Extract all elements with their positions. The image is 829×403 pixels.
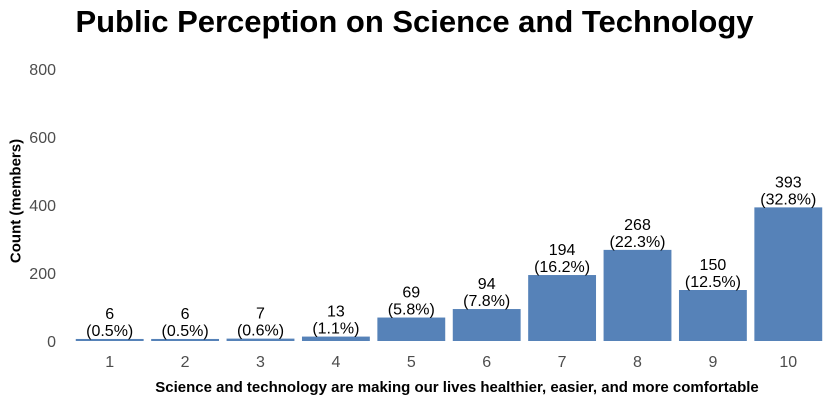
x-tick-label: 4	[331, 354, 340, 371]
x-tick-label: 2	[181, 354, 190, 371]
bar-count-label: 194	[549, 242, 576, 259]
bar-percent-label: (16.2%)	[534, 259, 590, 276]
bar-count-label: 393	[775, 174, 802, 191]
y-axis-ticks: 0 200 400 600 800	[29, 62, 56, 351]
bar	[75, 338, 144, 341]
bar-count-label: 150	[700, 257, 727, 274]
bar-percent-label: (5.8%)	[388, 302, 435, 319]
bar-count-label: 13	[327, 304, 345, 321]
x-tick-label: 9	[708, 354, 717, 371]
bar	[151, 338, 220, 341]
y-tick-label: 400	[29, 198, 56, 215]
bar-percent-label: (0.6%)	[237, 323, 284, 340]
bar	[754, 207, 823, 341]
x-tick-label: 8	[633, 354, 642, 371]
bar	[452, 309, 521, 341]
x-tick-label: 1	[105, 354, 114, 371]
bar-percent-label: (0.5%)	[162, 323, 209, 340]
x-tick-label: 3	[256, 354, 265, 371]
bar	[528, 275, 597, 341]
x-tick-label: 6	[482, 354, 491, 371]
bar-count-label: 94	[478, 276, 496, 293]
bar-percent-label: (32.8%)	[760, 191, 816, 208]
bar	[301, 336, 370, 341]
x-axis-label: Science and technology are making our li…	[155, 379, 759, 396]
bar-percent-label: (22.3%)	[609, 234, 665, 251]
bar-count-label: 6	[181, 306, 190, 323]
bar-count-label: 268	[624, 217, 651, 234]
x-tick-label: 10	[779, 354, 797, 371]
bar-percent-label: (7.8%)	[463, 293, 510, 310]
chart-title: Public Perception on Science and Technol…	[75, 4, 754, 39]
bar	[678, 290, 747, 341]
bar	[377, 317, 446, 341]
bar-percent-label: (12.5%)	[685, 274, 741, 291]
bar-count-label: 6	[105, 306, 114, 323]
y-tick-label: 800	[29, 62, 56, 79]
bars: 6(0.5%)6(0.5%)7(0.6%)13(1.1%)69(5.8%)94(…	[75, 174, 823, 341]
bar	[226, 338, 295, 341]
bar-percent-label: (1.1%)	[312, 321, 359, 338]
y-tick-label: 0	[47, 334, 56, 351]
bar	[603, 249, 672, 341]
x-tick-label: 5	[407, 354, 416, 371]
x-tick-label: 7	[558, 354, 567, 371]
x-axis-ticks: 1 2 3 4 5 6 7 8 9 10	[105, 354, 797, 371]
bar-count-label: 7	[256, 306, 265, 323]
y-tick-label: 200	[29, 266, 56, 283]
bar-count-label: 69	[402, 285, 420, 302]
bar-percent-label: (0.5%)	[86, 323, 133, 340]
y-tick-label: 600	[29, 130, 56, 147]
